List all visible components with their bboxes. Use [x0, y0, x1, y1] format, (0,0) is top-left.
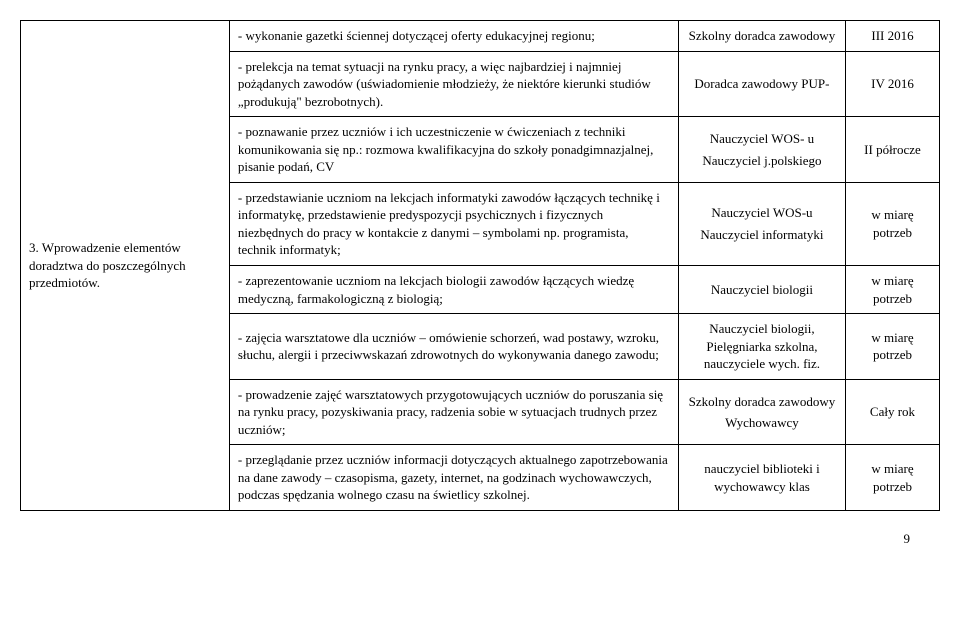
- activity-text: - przeglądanie przez uczniów informacji …: [238, 452, 668, 502]
- deadline-cell: w miarę potrzeb: [845, 314, 939, 380]
- responsible-cell: Szkolny doradca zawodowy: [678, 21, 845, 52]
- responsible-line: Nauczyciel WOS- u: [687, 130, 837, 148]
- deadline-cell: III 2016: [845, 21, 939, 52]
- deadline-text: IV 2016: [871, 76, 914, 91]
- activity-cell: - poznawanie przez uczniów i ich uczestn…: [229, 117, 678, 183]
- deadline-text: w miarę potrzeb: [871, 273, 913, 306]
- activity-cell: - zaprezentowanie uczniom na lekcjach bi…: [229, 266, 678, 314]
- activity-cell: - przedstawianie uczniom na lekcjach inf…: [229, 182, 678, 265]
- responsible-line: Szkolny doradca zawodowy: [687, 393, 837, 411]
- activity-cell: - prowadzenie zajęć warsztatowych przygo…: [229, 379, 678, 445]
- section-cell: 3. Wprowadzenie elementów doradztwa do p…: [21, 21, 230, 511]
- responsible-text: Doradca zawodowy PUP-: [694, 76, 829, 91]
- activity-text: - prowadzenie zajęć warsztatowych przygo…: [238, 387, 663, 437]
- deadline-cell: w miarę potrzeb: [845, 445, 939, 511]
- deadline-cell: w miarę potrzeb: [845, 182, 939, 265]
- responsible-text: nauczyciel biblioteki i wychowawcy klas: [704, 461, 820, 494]
- responsible-line: Wychowawcy: [687, 410, 837, 432]
- responsible-cell: Nauczyciel biologii, Pielęgniarka szkoln…: [678, 314, 845, 380]
- activity-cell: - wykonanie gazetki ściennej dotyczącej …: [229, 21, 678, 52]
- responsible-cell: Doradca zawodowy PUP-: [678, 51, 845, 117]
- responsible-cell: Nauczyciel WOS-u Nauczyciel informatyki: [678, 182, 845, 265]
- deadline-text: w miarę potrzeb: [871, 461, 913, 494]
- responsible-line: Nauczyciel j.polskiego: [687, 148, 837, 170]
- activity-text: - prelekcja na temat sytuacji na rynku p…: [238, 59, 651, 109]
- activity-text: - zaprezentowanie uczniom na lekcjach bi…: [238, 273, 634, 306]
- section-label: 3. Wprowadzenie elementów doradztwa do p…: [29, 240, 186, 290]
- deadline-text: w miarę potrzeb: [871, 330, 913, 363]
- page-number: 9: [20, 511, 940, 547]
- responsible-text: Nauczyciel biologii, Pielęgniarka szkoln…: [704, 321, 820, 371]
- activity-text: - poznawanie przez uczniów i ich uczestn…: [238, 124, 654, 174]
- responsible-line: Nauczyciel informatyki: [687, 222, 837, 244]
- activity-cell: - zajęcia warsztatowe dla uczniów – omów…: [229, 314, 678, 380]
- deadline-text: Cały rok: [870, 404, 915, 419]
- responsible-cell: Nauczyciel WOS- u Nauczyciel j.polskiego: [678, 117, 845, 183]
- activity-text: - przedstawianie uczniom na lekcjach inf…: [238, 190, 660, 258]
- responsible-line: Nauczyciel WOS-u: [687, 204, 837, 222]
- activity-cell: - przeglądanie przez uczniów informacji …: [229, 445, 678, 511]
- responsible-cell: Nauczyciel biologii: [678, 266, 845, 314]
- activity-cell: - prelekcja na temat sytuacji na rynku p…: [229, 51, 678, 117]
- deadline-cell: IV 2016: [845, 51, 939, 117]
- activity-text: - zajęcia warsztatowe dla uczniów – omów…: [238, 330, 659, 363]
- deadline-text: w miarę potrzeb: [871, 207, 913, 240]
- activity-text: - wykonanie gazetki ściennej dotyczącej …: [238, 28, 595, 43]
- responsible-cell: nauczyciel biblioteki i wychowawcy klas: [678, 445, 845, 511]
- responsible-cell: Szkolny doradca zawodowy Wychowawcy: [678, 379, 845, 445]
- deadline-cell: w miarę potrzeb: [845, 266, 939, 314]
- deadline-cell: II półrocze: [845, 117, 939, 183]
- deadline-text: III 2016: [871, 28, 913, 43]
- responsible-text: Nauczyciel biologii: [711, 282, 813, 297]
- deadline-text: II półrocze: [864, 142, 921, 157]
- deadline-cell: Cały rok: [845, 379, 939, 445]
- plan-table: 3. Wprowadzenie elementów doradztwa do p…: [20, 20, 940, 511]
- table-row: 3. Wprowadzenie elementów doradztwa do p…: [21, 21, 940, 52]
- responsible-text: Szkolny doradca zawodowy: [689, 28, 836, 43]
